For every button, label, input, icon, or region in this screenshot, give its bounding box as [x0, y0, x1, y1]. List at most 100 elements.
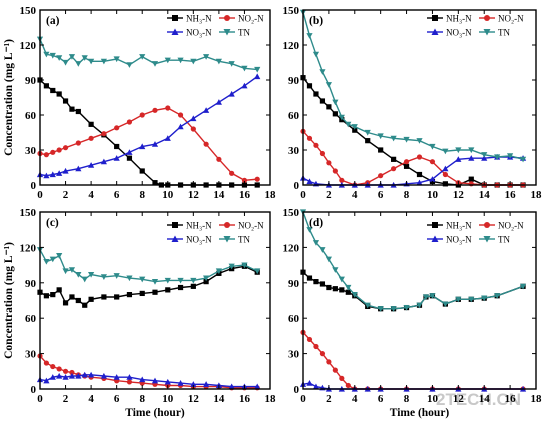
legend-marker	[171, 28, 179, 35]
x-tick-label: 10	[162, 393, 174, 405]
data-point	[326, 160, 332, 166]
data-point	[332, 99, 339, 106]
data-point	[113, 155, 120, 161]
y-tick-label: 150	[283, 5, 300, 17]
x-tick-label: 12	[188, 393, 200, 405]
data-point	[49, 171, 56, 178]
y-tick-label: 0	[31, 384, 37, 396]
x-tick-label: 6	[378, 393, 384, 405]
data-point	[88, 271, 95, 278]
data-point	[403, 136, 410, 143]
y-axis-title: Concentration (mg L⁻¹)	[3, 242, 15, 359]
data-point	[391, 166, 397, 172]
data-point	[319, 281, 326, 287]
legend-marker	[172, 15, 178, 21]
y-tick-label: 150	[20, 5, 37, 17]
data-point	[377, 133, 384, 140]
data-point	[319, 351, 326, 357]
data-point	[351, 124, 358, 130]
data-point	[332, 111, 338, 117]
data-point	[339, 287, 345, 293]
x-tick-label: 4	[88, 393, 94, 405]
y-tick-label: 150	[283, 207, 300, 219]
plot-frame	[39, 9, 271, 186]
data-point	[339, 375, 345, 381]
data-point	[481, 152, 488, 158]
series-line	[302, 331, 524, 390]
data-point	[319, 98, 326, 104]
legend-marker	[224, 15, 230, 21]
legend-label: NO₃-N	[186, 28, 212, 38]
data-point	[494, 293, 501, 299]
data-point	[177, 57, 184, 64]
legend-label: NH₃-N	[186, 221, 212, 231]
legend-marker	[224, 222, 230, 228]
data-point	[241, 262, 248, 269]
data-point	[228, 61, 235, 67]
data-point	[139, 112, 145, 118]
legend-marker	[432, 15, 438, 21]
x-tick-label: 0	[37, 393, 43, 405]
data-point	[151, 279, 159, 285]
legend-label: NH₃-N	[446, 221, 472, 231]
x-tick-label: 10	[162, 189, 174, 201]
data-point	[50, 149, 56, 155]
data-point	[306, 178, 313, 185]
data-point	[81, 276, 88, 283]
x-tick-label: 8	[404, 393, 410, 405]
x-tick-label: 14	[479, 393, 491, 405]
x-tick-label: 2	[326, 189, 332, 201]
data-point	[429, 143, 436, 150]
y-tick-label: 30	[288, 349, 300, 361]
x-axis-title: Time (hour)	[390, 407, 450, 419]
data-point	[126, 374, 133, 380]
data-point	[151, 377, 159, 384]
data-point	[101, 294, 107, 300]
data-point	[391, 156, 397, 162]
x-tick-label: 0	[37, 189, 43, 201]
data-point	[422, 294, 430, 301]
x-tick-label: 8	[404, 189, 410, 201]
data-point	[429, 176, 436, 182]
y-tick-label: 90	[25, 278, 37, 290]
data-point	[56, 366, 62, 372]
data-point	[43, 152, 49, 158]
panel-label: (c)	[46, 217, 59, 229]
data-point	[126, 155, 133, 161]
panel-c: 0 2 4 6 8 10 12 14 16 18 0 30 60 90 120 150 (c) Concentra…	[3, 207, 276, 419]
data-point	[442, 181, 448, 187]
x-tick-label: 4	[352, 189, 358, 201]
legend-marker	[432, 222, 438, 228]
x-tick-label: 14	[213, 189, 225, 201]
data-point	[351, 292, 358, 298]
x-tick-label: 10	[427, 393, 439, 405]
data-point	[332, 367, 338, 373]
legend: NH₃-N NO₂-N NO₃-N TN	[427, 221, 524, 245]
data-point	[164, 57, 171, 64]
data-point	[481, 155, 488, 161]
y-tick-label: 60	[288, 313, 300, 325]
panel-label: (d)	[309, 217, 323, 229]
data-point	[228, 383, 235, 390]
data-point	[43, 51, 50, 58]
data-point	[88, 162, 95, 168]
data-point	[81, 371, 88, 378]
data-point	[403, 304, 410, 311]
data-point	[254, 66, 261, 73]
y-tick-label: 120	[283, 242, 300, 254]
data-point	[164, 277, 171, 284]
legend-marker	[431, 28, 439, 35]
x-tick-label: 18	[531, 393, 543, 405]
series-line	[302, 382, 524, 390]
data-point	[151, 61, 159, 67]
data-point	[75, 165, 82, 172]
data-point	[81, 55, 88, 61]
legend-marker	[484, 222, 490, 228]
data-point	[254, 73, 261, 80]
data-point	[75, 108, 81, 115]
data-point	[429, 293, 436, 299]
data-point	[114, 143, 120, 150]
watermark-text: 2TECH.CN	[436, 390, 521, 409]
data-point	[152, 180, 158, 186]
data-point	[56, 287, 62, 293]
